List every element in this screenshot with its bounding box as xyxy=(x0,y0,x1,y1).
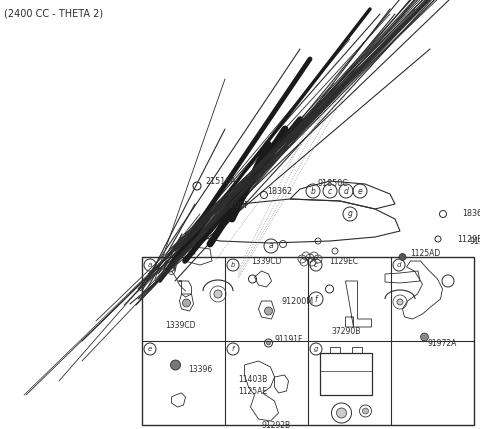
Text: 18362: 18362 xyxy=(267,187,292,196)
Text: a: a xyxy=(269,242,273,251)
Text: f: f xyxy=(315,294,317,303)
Text: 18362: 18362 xyxy=(462,209,480,218)
Text: b: b xyxy=(231,262,235,268)
Text: 91200T: 91200T xyxy=(470,238,480,247)
Text: d: d xyxy=(344,187,348,196)
Text: e: e xyxy=(148,346,152,352)
Text: 91850C: 91850C xyxy=(318,178,349,187)
Circle shape xyxy=(420,333,429,341)
Text: 1125AE: 1125AE xyxy=(239,387,268,396)
Text: 37290B: 37290B xyxy=(332,326,361,335)
Text: g: g xyxy=(314,346,318,352)
Text: 1125AD: 1125AD xyxy=(410,248,441,257)
Text: b: b xyxy=(311,187,315,196)
Circle shape xyxy=(214,290,222,298)
Text: 1339CD: 1339CD xyxy=(166,320,196,329)
Circle shape xyxy=(336,408,347,418)
Text: c: c xyxy=(328,187,332,196)
Text: 91292B: 91292B xyxy=(262,420,290,429)
Text: 91200F: 91200F xyxy=(220,202,250,211)
Text: 91200M: 91200M xyxy=(282,297,314,306)
Circle shape xyxy=(182,299,191,307)
Text: e: e xyxy=(358,187,362,196)
Text: d: d xyxy=(397,262,401,268)
Text: 21516A: 21516A xyxy=(205,176,236,185)
Text: g: g xyxy=(348,209,352,218)
Circle shape xyxy=(266,341,271,345)
Circle shape xyxy=(362,408,369,414)
Circle shape xyxy=(264,307,273,315)
Circle shape xyxy=(397,299,403,305)
Text: 1339CD: 1339CD xyxy=(252,257,282,266)
Text: (2400 CC - THETA 2): (2400 CC - THETA 2) xyxy=(4,8,103,18)
Text: 91191F: 91191F xyxy=(275,335,303,344)
Text: 11403B: 11403B xyxy=(239,375,268,384)
Text: 1129EC: 1129EC xyxy=(457,235,480,244)
Text: 13396: 13396 xyxy=(189,365,213,374)
Circle shape xyxy=(399,254,406,260)
Text: 91972A: 91972A xyxy=(428,338,457,347)
Circle shape xyxy=(170,360,180,370)
Text: 1129EC: 1129EC xyxy=(329,257,359,266)
Text: c: c xyxy=(314,262,318,268)
Text: f: f xyxy=(232,346,234,352)
Text: a: a xyxy=(148,262,152,268)
